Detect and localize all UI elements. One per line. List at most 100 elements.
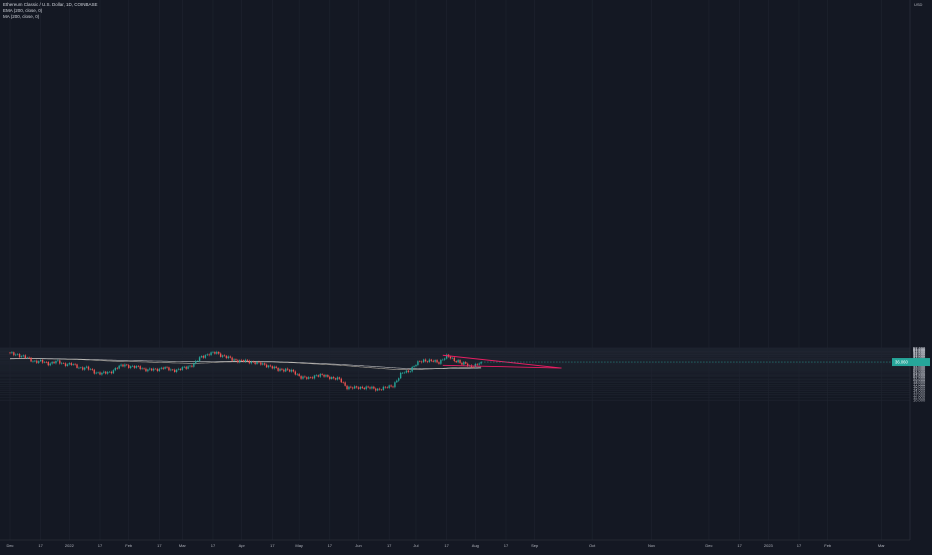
candle	[143, 367, 145, 370]
time-tick-label: Sep	[531, 543, 539, 548]
time-tick-label: 17	[211, 543, 216, 548]
candle	[49, 362, 51, 367]
time-tick-label: Mar	[878, 543, 886, 548]
candle-body	[116, 368, 118, 369]
price-tick-label: 20.000	[913, 377, 926, 382]
candle-body	[133, 365, 136, 368]
candle	[417, 360, 419, 367]
candle-body	[210, 352, 212, 356]
candle-body	[260, 362, 262, 365]
candle-body	[250, 361, 252, 364]
candle-body	[57, 360, 59, 362]
candle	[302, 375, 304, 380]
candle	[338, 376, 341, 380]
candle	[204, 354, 207, 359]
price-tick-label: 45.000	[913, 353, 926, 358]
candle-body	[355, 386, 358, 388]
candle-body	[126, 364, 128, 366]
candle-body	[120, 364, 122, 366]
candle-body	[93, 369, 95, 374]
candle	[187, 365, 189, 370]
candle-body	[181, 367, 184, 370]
candle	[317, 374, 320, 378]
candle	[124, 363, 126, 368]
candle-body	[227, 356, 230, 359]
candle-body	[55, 360, 57, 364]
candle-body	[64, 363, 67, 366]
candle-body	[202, 356, 205, 358]
price-tick-label: 49.000	[913, 350, 926, 355]
candle-body	[465, 362, 467, 364]
price-tick-label: 19.000	[913, 379, 926, 384]
candle-body	[28, 357, 30, 359]
candle-body	[421, 361, 423, 363]
candle-body	[168, 367, 170, 371]
candle	[229, 355, 231, 359]
price-tick-label: 52.000	[913, 349, 926, 354]
candle	[428, 358, 431, 363]
candle-body	[444, 358, 446, 360]
candle	[265, 363, 268, 368]
candle	[286, 367, 289, 371]
candle	[461, 361, 463, 366]
candle-body	[141, 368, 143, 370]
candle-body	[348, 386, 350, 390]
candle-body	[399, 372, 402, 379]
candle	[55, 360, 57, 365]
candle	[308, 376, 310, 380]
candle	[101, 372, 103, 376]
candle	[329, 375, 331, 381]
candle	[348, 385, 350, 391]
candle	[227, 355, 230, 360]
candle	[298, 372, 300, 377]
candle	[11, 351, 13, 354]
candle	[108, 370, 111, 373]
candle-body	[85, 366, 88, 368]
time-tick-label: 2022	[65, 543, 75, 548]
candle-body	[461, 362, 463, 365]
candle-body	[147, 369, 149, 372]
candle-body	[436, 360, 438, 363]
candle	[51, 361, 53, 365]
time-tick-label: 17	[157, 543, 162, 548]
candle	[413, 365, 415, 368]
candle	[336, 376, 339, 381]
candle	[179, 368, 182, 372]
candle-body	[311, 377, 314, 379]
candle-body	[354, 386, 356, 389]
candle-body	[474, 363, 477, 368]
candle	[223, 354, 226, 357]
candle-body	[331, 377, 333, 380]
candle	[331, 376, 333, 380]
candle-body	[74, 364, 76, 365]
candle-body	[472, 366, 475, 368]
candle-body	[22, 355, 25, 357]
price-tick-label: 30.000	[913, 365, 926, 370]
candle	[206, 353, 208, 356]
candle-body	[367, 386, 369, 388]
candle	[231, 356, 233, 362]
candle-body	[179, 368, 182, 370]
candle-body	[160, 367, 162, 369]
candle	[350, 385, 352, 389]
candle-body	[309, 377, 312, 378]
candle	[72, 363, 74, 366]
last-price-label: 36.060	[895, 360, 908, 365]
candle-body	[273, 366, 275, 369]
candle	[152, 367, 155, 372]
time-tick-label: 17	[797, 543, 802, 548]
candle-body	[15, 354, 17, 356]
candle	[319, 373, 321, 378]
candle-body	[18, 354, 21, 358]
candle	[151, 367, 153, 372]
candle-body	[129, 366, 132, 368]
candle	[91, 367, 94, 371]
candle	[133, 365, 136, 369]
candle-body	[428, 359, 431, 363]
candle-body	[235, 359, 237, 361]
candle	[403, 371, 406, 374]
price-tick-label: 24.000	[913, 372, 926, 377]
price-tick-label: 15.000	[913, 386, 926, 391]
